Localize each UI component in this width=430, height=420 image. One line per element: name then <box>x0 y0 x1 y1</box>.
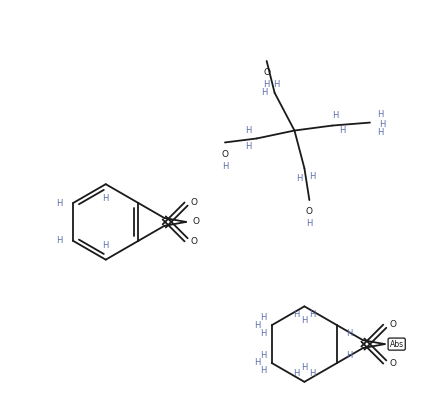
Text: O: O <box>192 218 199 226</box>
Text: H: H <box>331 111 338 120</box>
Text: H: H <box>221 162 227 171</box>
Text: H: H <box>245 142 252 151</box>
Text: H: H <box>56 236 62 245</box>
Text: H: H <box>345 351 351 360</box>
Text: H: H <box>301 363 307 373</box>
Text: H: H <box>292 370 299 378</box>
Text: H: H <box>245 126 252 135</box>
Text: H: H <box>254 359 261 368</box>
Text: H: H <box>295 174 302 183</box>
Text: O: O <box>388 360 395 368</box>
Text: H: H <box>378 120 384 129</box>
Text: O: O <box>190 197 197 207</box>
Text: H: H <box>102 194 109 202</box>
Text: Abs: Abs <box>389 340 403 349</box>
Text: H: H <box>376 110 382 119</box>
Text: H: H <box>376 128 382 137</box>
Text: H: H <box>273 80 279 89</box>
Text: H: H <box>260 329 266 338</box>
Text: O: O <box>190 237 197 246</box>
Text: H: H <box>308 172 315 181</box>
Text: H: H <box>260 366 266 375</box>
Text: H: H <box>261 88 267 97</box>
Text: H: H <box>102 241 109 250</box>
Text: H: H <box>254 321 261 330</box>
Text: H: H <box>260 313 266 322</box>
Text: H: H <box>56 199 62 207</box>
Text: H: H <box>260 351 266 360</box>
Text: H: H <box>338 126 344 135</box>
Text: O: O <box>221 150 228 159</box>
Text: O: O <box>305 207 312 216</box>
Text: O: O <box>388 320 395 329</box>
Text: H: H <box>308 370 315 378</box>
Text: H: H <box>305 219 312 228</box>
Text: O: O <box>263 68 270 77</box>
Text: H: H <box>292 310 299 319</box>
Text: H: H <box>301 316 307 325</box>
Text: H: H <box>345 329 351 338</box>
Text: H: H <box>308 310 315 319</box>
Text: H: H <box>263 80 269 89</box>
